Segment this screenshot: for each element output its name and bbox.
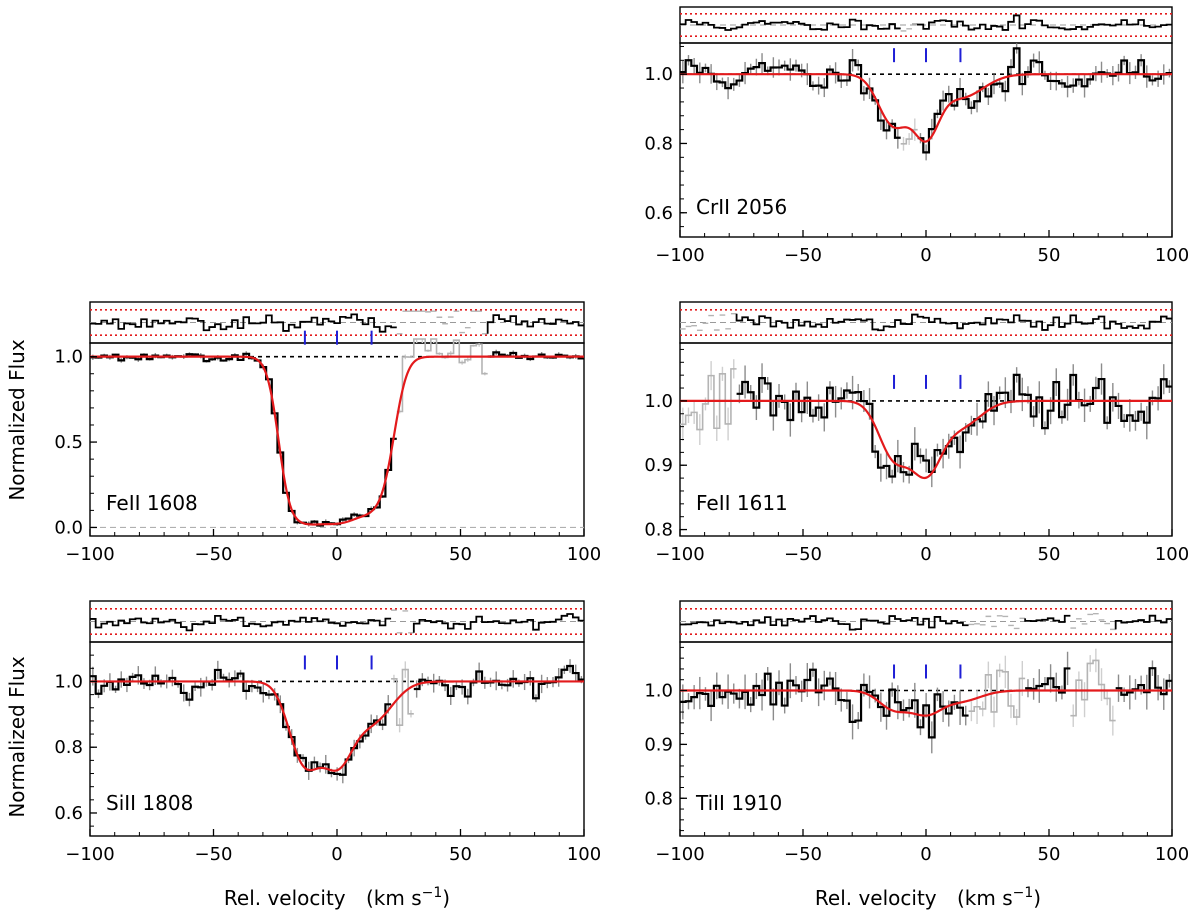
panel-bottom-right: 0.8 0.9 1.0 −100 −50 0 50 100 TiII 1910 [644,600,1189,865]
x-tick-label: 100 [1155,245,1189,266]
x-tick-label: −100 [65,844,114,865]
x-axis-title-label: Rel. velocity [224,886,346,910]
x-axis-title-unit-suffix: ) [1033,886,1041,910]
x-tick-label: 100 [1155,844,1189,865]
x-tick-label: 0 [920,544,931,565]
panel-top-right: 0.6 0.8 1.0 −100 −50 0 50 100 CrII 2056 [644,6,1189,266]
x-tick-label: 0 [920,245,931,266]
y-tick-label: 0.9 [644,734,673,755]
y-tick-label: 1.0 [54,671,83,692]
masked-spectrum [391,668,414,727]
y-tick-label: 0.8 [644,520,673,541]
x-tick-label: 50 [449,544,472,565]
y-tick-label: 1.0 [644,681,673,702]
model-fit [680,73,1172,143]
masked-spectrum [680,368,737,431]
observed-spectrum [680,667,1173,739]
x-tick-label: 50 [449,844,472,865]
ion-label: TiII 1910 [695,791,782,815]
panel-bottom-left: 0.6 0.8 1.0 −100 −50 0 50 100 SiII 1808 [54,600,601,865]
x-tick-label: −50 [195,544,233,565]
x-tick-label: 50 [1038,245,1061,266]
x-tick-label: 0 [920,844,931,865]
y-tick-label: 0.6 [54,803,83,824]
x-tick-label: −100 [65,544,114,565]
x-axis-title-unit-suffix: ) [442,886,450,910]
panels-group: 0.6 0.8 1.0 −100 −50 0 50 100 CrII 2056 0.0 0.5 1.0… [54,6,1189,865]
x-tick-label: 100 [1155,544,1189,565]
residual-trace [90,613,585,633]
ion-label: FeII 1611 [696,491,788,515]
x-tick-label: −50 [784,245,822,266]
observed-spectrum [680,47,1173,154]
x-tick-label: −100 [655,245,704,266]
residual-trace [680,14,1173,31]
x-tick-label: 0 [331,844,342,865]
residual-masked-trace [900,23,918,32]
x-tick-label: 50 [1038,844,1061,865]
ion-label: SiII 1808 [106,791,193,815]
residual-trace [90,313,585,334]
x-axis-title-unit-prefix: (km s [957,886,1013,910]
observed-spectrum [736,373,1173,478]
residual-masked-trace [391,609,414,634]
x-tick-label: −50 [784,844,822,865]
model-fit [680,399,1172,480]
residual-trace [680,614,1173,631]
masked-spectrum [396,338,488,413]
residual-trace [735,313,1173,332]
residual-masked-trace [680,313,737,332]
x-tick-label: −50 [784,544,822,565]
y-tick-label: 1.0 [644,391,673,412]
x-axis-title-label: Rel. velocity [815,886,937,910]
ion-label: CrII 2056 [696,195,787,219]
y-tick-label: 1.0 [54,347,83,368]
y-tick-label: 0.9 [644,455,673,476]
y-tick-label: 0.8 [644,133,673,154]
x-axis-title-left: Rel. velocity (km s−1) [224,885,450,910]
model-fit [90,355,584,526]
model-fit [90,680,584,772]
y-tick-label: 0.8 [54,737,83,758]
x-tick-label: 0 [331,544,342,565]
y-tick-label: 0.5 [54,432,83,453]
x-axis-title-unit-exponent: −1 [1013,885,1034,901]
y-tick-label: 0.0 [54,517,83,538]
residual-masked-trace [396,310,488,335]
x-tick-label: 100 [567,544,601,565]
panel-middle-right: 0.8 0.9 1.0 −100 −50 0 50 100 FeII 1611 [644,301,1189,565]
x-axis-title-right: Rel. velocity (km s−1) [815,885,1041,910]
y-tick-label: 0.8 [644,788,673,809]
x-tick-label: −100 [655,544,704,565]
x-tick-label: −100 [655,844,704,865]
x-tick-label: 50 [1038,544,1061,565]
residual-masked-trace [968,612,1116,631]
panel-middle-left: 0.0 0.5 1.0 −100 −50 0 50 100 FeII 1608 [54,301,601,565]
y-axis-title-middle: Normalized Flux [5,339,29,501]
masked-spectrum [968,659,1116,722]
x-tick-label: −50 [195,844,233,865]
x-axis-title-unit-exponent: −1 [422,885,443,901]
ion-label: FeII 1608 [106,491,198,515]
model-fit [680,689,1172,717]
x-axis-title-unit-prefix: (km s [366,886,422,910]
y-tick-label: 1.0 [644,64,673,85]
y-tick-label: 0.6 [644,203,673,224]
y-axis-title-bottom: Normalized Flux [5,656,29,818]
x-tick-label: 100 [567,844,601,865]
